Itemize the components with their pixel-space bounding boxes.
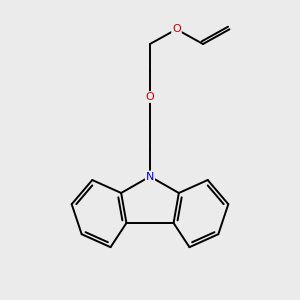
Text: O: O: [172, 24, 181, 34]
Text: N: N: [146, 172, 154, 182]
Text: O: O: [146, 92, 154, 102]
